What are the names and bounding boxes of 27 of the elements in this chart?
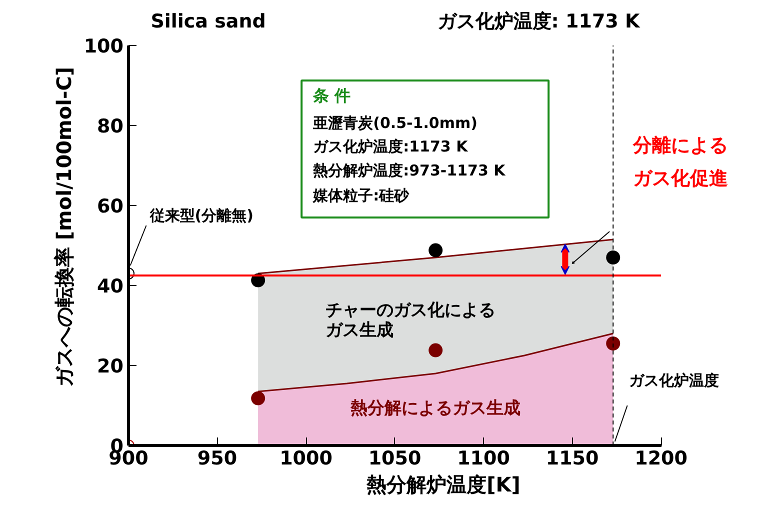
annotation: チャーのガス化による [326, 300, 496, 320]
chart-title: ガス化炉温度: 1173 K [437, 10, 642, 32]
x-tick-label: 1150 [546, 448, 599, 470]
annotation: ガス生成 [326, 320, 394, 341]
y-tick-label: 20 [97, 356, 124, 378]
text: Silica sand [150, 10, 266, 32]
y-axis-title: ガスへの転換率 [mol/100mol-C] [52, 66, 76, 388]
x-tick-label: 950 [197, 448, 238, 470]
x-axis-title: 熱分解炉温度[K] [366, 472, 520, 496]
annotation: ガス化促進 [633, 167, 728, 190]
annotation: 媒体粒子:硅砂 [312, 186, 410, 204]
annotation: 亜瀝青炭(0.5-1.0mm) [312, 114, 478, 132]
annotation: 条 件 [312, 86, 351, 105]
ref-line-label: ガス化炉温度 [629, 371, 720, 390]
annotation: 熱分解によるガス生成 [349, 398, 520, 418]
x-tick-label: 1100 [457, 448, 510, 470]
annotation: 従来型(分離無) [148, 206, 254, 224]
y-tick-label: 100 [84, 36, 124, 58]
x-tick-label: 1000 [280, 448, 332, 470]
y-tick-label: 60 [97, 196, 124, 218]
x-tick-label: 1200 [634, 448, 688, 470]
y-tick-label: 80 [97, 116, 124, 138]
annotation: 熱分解炉温度:973-1173 K [312, 162, 507, 180]
y-tick-label: 40 [97, 276, 124, 298]
x-tick-label: 1050 [368, 448, 422, 470]
annotation: 分離による [632, 134, 728, 156]
annotation: ガス化炉温度:1173 K [313, 137, 470, 156]
